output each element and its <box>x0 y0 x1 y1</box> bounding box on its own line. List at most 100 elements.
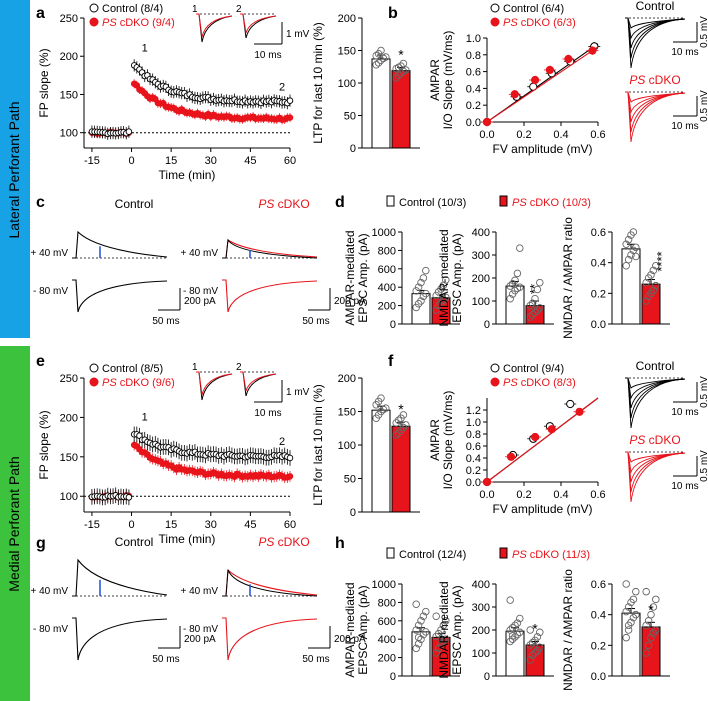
layer-h-p2-point <box>624 621 633 630</box>
layer-h-p0-point <box>412 644 420 653</box>
panel-letter-g: g <box>36 535 46 552</box>
legend-control-marker <box>89 3 99 13</box>
epsc-row-label-80: - 80 mV <box>33 624 68 635</box>
layer-d-p2-point <box>622 240 630 249</box>
panel-f-io: 0.00.20.40.60.81.01.20.0 0.2 0.4 0.6FV ampl… <box>428 359 708 516</box>
epsc-row-label-80: - 80 mV <box>183 624 218 635</box>
io-point <box>588 46 597 55</box>
legend-ps-marker <box>89 377 99 387</box>
io-xlabel: FV amplitude (mV) <box>492 142 592 156</box>
io-xtick-label: 0.6 <box>590 129 605 141</box>
layer-h-p2-point <box>652 626 660 634</box>
inset-trace-control <box>196 13 233 43</box>
epsc-scale-ms: 50 ms <box>302 654 329 665</box>
layer-h-p0-ytick-label: 1000 <box>372 579 396 591</box>
inset-scale-mv: 1 mV <box>286 29 310 40</box>
layer-d-p2-point <box>632 252 640 261</box>
epsc-scale-ms: 50 ms <box>152 654 179 665</box>
layer-d-p0-point <box>434 288 443 296</box>
layer-h-p0-ytick-label: 600 <box>378 616 396 628</box>
io-legend-ps-marker <box>490 377 500 387</box>
layer-d-p2-point <box>627 251 635 259</box>
layer-d-p0-point <box>437 299 445 307</box>
layer-d-p1-point <box>511 276 519 285</box>
io-point <box>482 117 492 127</box>
layer-d-p0-point <box>412 287 420 295</box>
inset-label: 2 <box>236 4 242 15</box>
time-xtick-label: -15 <box>84 519 100 531</box>
layer-d-p1-point <box>511 286 519 295</box>
time-ylabel: FP slope (%) <box>37 410 51 479</box>
time-xtick-label: 60 <box>284 155 296 167</box>
legend-control-label: Control (10/3) <box>399 197 466 209</box>
layer-h-p0-point <box>432 612 440 620</box>
layer-d-p0-point <box>419 274 428 282</box>
epsc-trace-80 <box>222 279 318 313</box>
epsc-trace-40-overlay <box>222 569 318 597</box>
layer-d-p2-ytick-label: 0.6 <box>591 227 606 239</box>
layer-a-bar-point <box>394 71 403 79</box>
panel-e-bar: 0 50 100 150 200 * LTP for last 10 min (%) <box>311 373 420 519</box>
layer-d-p1-ytick-label: 300 <box>472 250 490 262</box>
layer-d-p1-point <box>528 311 537 319</box>
layer-e-bar-bar-ps <box>391 425 411 513</box>
inset-trace-control <box>196 371 233 401</box>
inset-scale-ms: 10 ms <box>254 50 281 61</box>
io-point <box>547 425 556 434</box>
time-xtick-label: 60 <box>284 519 296 531</box>
layer-h-p0-point <box>432 632 440 641</box>
layer-d-p0-ytick-label: 600 <box>378 264 396 276</box>
epsc-row-label-80: - 80 mV <box>183 286 218 297</box>
panel-letter-f: f <box>388 353 394 370</box>
data-point <box>286 114 294 121</box>
layer-h-p1-ylabel: NMDAR-mediated <box>437 581 451 678</box>
panel-a-bar: 0 50 100 150 200 * LTP for last 10 min (%) <box>311 13 420 155</box>
layer-e-bar-ytick-label: 200 <box>338 373 356 385</box>
layer-d-p1-point <box>528 299 537 308</box>
layer-d-p1-point <box>533 306 542 314</box>
layer-h-p0-bar-control <box>411 631 431 677</box>
layer-h-p1-point <box>516 628 524 637</box>
layer-a-bar-point <box>372 51 380 60</box>
io-point <box>531 432 540 442</box>
layer-h-p2-point <box>642 621 650 630</box>
layer-d-p2-point <box>624 255 633 264</box>
layer-d-p0-ylabel: AMPAR-mediated <box>343 230 357 325</box>
layer-e-bar-point <box>382 404 390 412</box>
epsc-row-label-80: - 80 mV <box>33 286 68 297</box>
epsc-scale-pa: 200 pA <box>334 296 366 307</box>
io-ytick-label: 0.0 <box>466 477 481 489</box>
layer-d-p0-point <box>434 301 443 310</box>
io-scale-ms: 10 ms <box>671 121 698 132</box>
time-xtick-label: 45 <box>244 155 256 167</box>
layer-d-p0-point <box>437 285 445 293</box>
layer-d-p1-point <box>531 308 539 317</box>
io-xtick-label: 0.0 <box>479 129 494 141</box>
layer-d-p0-ytick-label: 200 <box>378 301 396 313</box>
layer-h-p0-point <box>432 649 440 657</box>
data-point <box>286 473 294 480</box>
layer-d-p2-ytick-label: 0.2 <box>591 288 606 300</box>
layer-e-bar-point <box>394 429 403 437</box>
layer-h-p2-point <box>622 633 630 642</box>
epsc-title-ps: PS cDKO <box>258 197 309 211</box>
layer-d-p1-point <box>526 301 534 310</box>
epsc-scale-pa: 200 pA <box>184 634 216 645</box>
layer-h-p1-ytick-label: 100 <box>472 648 490 660</box>
panel-letter-d: d <box>335 194 345 211</box>
io-point <box>510 90 519 99</box>
layer-d-p1-ytick-label: 200 <box>472 273 490 285</box>
legend-control-label: Control (8/4) <box>102 3 163 15</box>
epsc-trace-40 <box>72 558 168 597</box>
io-legend-ps-label: PS cDKO (6/3) <box>503 17 576 29</box>
io-point <box>531 75 540 85</box>
layer-d-p0-point <box>419 292 428 301</box>
data-point <box>286 97 294 104</box>
io-point <box>575 407 584 416</box>
layer-h-p1-point <box>516 614 524 623</box>
layer-d-p0-ytick-label: 1000 <box>372 227 396 239</box>
layer-d-p1-ytick-label: 400 <box>472 227 490 239</box>
panel-letter-a: a <box>36 5 45 22</box>
io-scale-ms: 10 ms <box>671 47 698 58</box>
